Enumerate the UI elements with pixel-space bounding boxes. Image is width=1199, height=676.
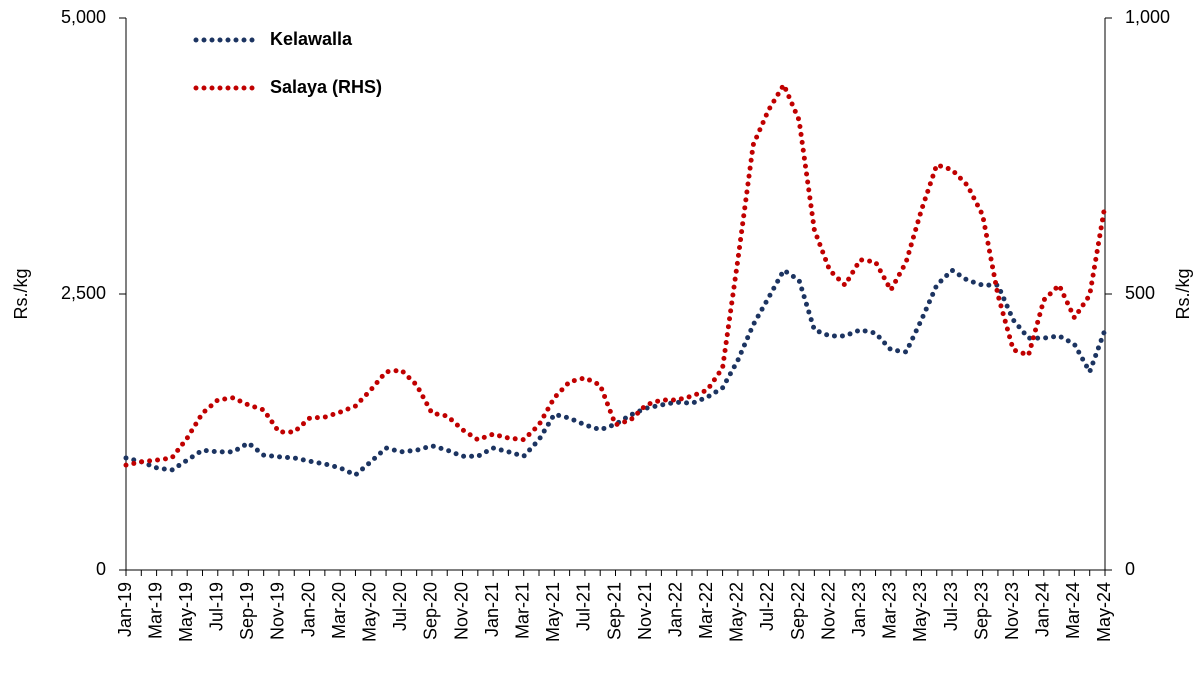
x-tick-label: Jul-23 — [941, 582, 961, 631]
x-tick-label: May-20 — [360, 582, 380, 642]
x-tick-label: Jan-20 — [298, 582, 318, 637]
x-tick-label: Sep-21 — [604, 582, 624, 640]
y2-axis-label: Rs./kg — [1173, 268, 1193, 319]
x-tick-label: Sep-19 — [237, 582, 257, 640]
data-line — [123, 266, 1108, 479]
x-tick-label: Jul-20 — [390, 582, 410, 631]
x-tick-label: Mar-24 — [1063, 582, 1083, 639]
x-tick-label: May-19 — [176, 582, 196, 642]
y2-tick-label: 1,000 — [1125, 7, 1170, 27]
x-tick-label: May-22 — [727, 582, 747, 642]
legend-label: Kelawalla — [270, 29, 353, 49]
data-line — [123, 79, 1108, 468]
x-tick-label: Mar-22 — [696, 582, 716, 639]
x-tick-label: Jan-21 — [482, 582, 502, 637]
y-tick-label: 2,500 — [61, 283, 106, 303]
x-tick-label: Nov-23 — [1002, 582, 1022, 640]
x-tick-label: Nov-20 — [451, 582, 471, 640]
x-tick-label: Jan-24 — [1033, 582, 1053, 637]
y-tick-label: 5,000 — [61, 7, 106, 27]
x-tick-label: Mar-21 — [512, 582, 532, 639]
x-tick-label: Jan-19 — [115, 582, 135, 637]
y2-tick-label: 0 — [1125, 559, 1135, 579]
x-tick-label: Sep-20 — [421, 582, 441, 640]
x-tick-label: Sep-23 — [971, 582, 991, 640]
x-tick-label: May-24 — [1094, 582, 1114, 642]
x-tick-label: Jan-23 — [849, 582, 869, 637]
legend-label: Salaya (RHS) — [270, 77, 382, 97]
x-tick-label: Jul-19 — [207, 582, 227, 631]
x-tick-label: Jan-22 — [665, 582, 685, 637]
x-tick-label: Jul-21 — [574, 582, 594, 631]
x-tick-label: Mar-19 — [145, 582, 165, 639]
y-tick-label: 0 — [96, 559, 106, 579]
x-tick-label: May-21 — [543, 582, 563, 642]
y-axis-label: Rs./kg — [11, 268, 31, 319]
y2-tick-label: 500 — [1125, 283, 1155, 303]
x-tick-label: Jul-22 — [757, 582, 777, 631]
x-tick-label: Mar-20 — [329, 582, 349, 639]
x-tick-label: Nov-22 — [818, 582, 838, 640]
x-tick-label: Mar-23 — [880, 582, 900, 639]
x-tick-label: Nov-21 — [635, 582, 655, 640]
x-tick-label: May-23 — [910, 582, 930, 642]
x-tick-label: Nov-19 — [268, 582, 288, 640]
x-tick-label: Sep-22 — [788, 582, 808, 640]
